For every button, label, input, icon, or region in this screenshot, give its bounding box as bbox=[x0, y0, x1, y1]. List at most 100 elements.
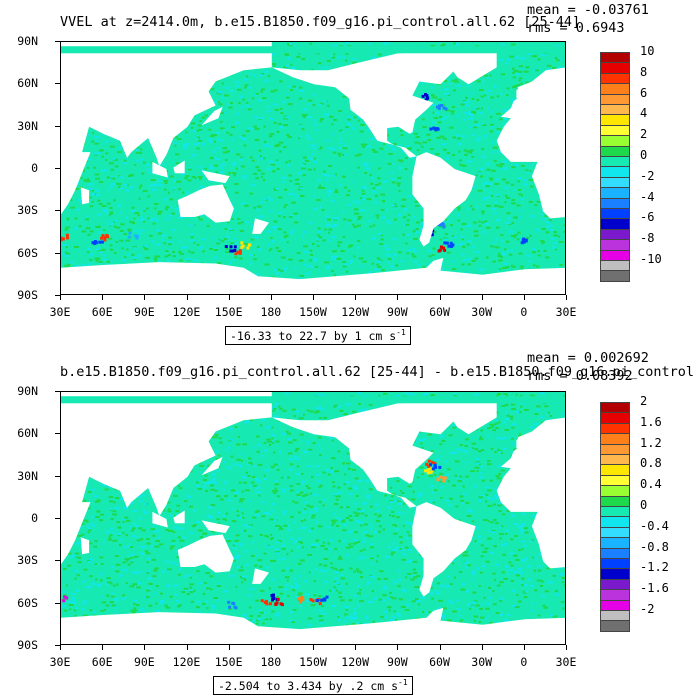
longitude-label: 30E bbox=[555, 305, 577, 319]
latitude-label: 90S bbox=[17, 288, 38, 302]
land-mask bbox=[177, 534, 234, 573]
latitude-label: 90S bbox=[17, 638, 38, 652]
velocity-extreme bbox=[260, 599, 264, 603]
velocity-extreme bbox=[441, 476, 445, 480]
longitude-tick bbox=[439, 645, 441, 650]
velocity-extreme bbox=[421, 94, 425, 98]
longitude-label: 180 bbox=[260, 305, 282, 319]
velocity-extreme bbox=[424, 98, 428, 102]
land-mask bbox=[433, 257, 444, 271]
velocity-extreme bbox=[66, 236, 69, 240]
colorbar-label: 6 bbox=[640, 85, 648, 100]
longitude-label: 60W bbox=[429, 305, 450, 319]
velocity-extreme bbox=[135, 234, 139, 238]
mean-stat: mean = -0.03761 bbox=[527, 2, 649, 18]
longitude-label: 90W bbox=[386, 655, 408, 669]
latitude-tick bbox=[55, 83, 60, 85]
colorbar-swatch bbox=[600, 620, 630, 632]
longitude-label: 120E bbox=[172, 305, 201, 319]
longitude-label: 150E bbox=[214, 305, 243, 319]
velocity-extreme bbox=[426, 471, 430, 475]
velocity-extreme bbox=[269, 602, 272, 606]
velocity-extreme bbox=[300, 595, 304, 599]
velocity-extreme bbox=[62, 599, 66, 603]
land-mask bbox=[496, 417, 565, 569]
velocity-extreme bbox=[309, 598, 313, 602]
longitude-tick bbox=[355, 295, 357, 300]
range-unit-exponent: -1 bbox=[396, 328, 406, 337]
longitude-tick bbox=[186, 645, 188, 650]
latitude-tick bbox=[55, 645, 60, 646]
land-mask bbox=[177, 184, 234, 223]
land-mask bbox=[173, 160, 185, 174]
velocity-extreme bbox=[449, 241, 453, 245]
velocity-extreme bbox=[61, 237, 65, 241]
latitude-tick bbox=[55, 560, 60, 562]
velocity-extreme bbox=[128, 231, 132, 235]
velocity-extreme bbox=[431, 467, 435, 471]
latitude-tick bbox=[55, 210, 60, 212]
velocity-extreme bbox=[445, 241, 449, 245]
map-canvas bbox=[61, 42, 565, 294]
colorbar-swatch bbox=[600, 270, 630, 282]
velocity-extreme bbox=[426, 468, 430, 472]
colorbar-label: 0 bbox=[640, 148, 648, 162]
longitude-tick bbox=[228, 645, 230, 650]
land-mask bbox=[516, 437, 522, 449]
colorbar-label: -0.4 bbox=[640, 518, 669, 533]
velocity-extreme bbox=[325, 595, 329, 599]
velocity-extreme bbox=[429, 470, 433, 474]
colorbar-label: 2 bbox=[640, 127, 648, 142]
longitude-tick bbox=[144, 295, 146, 300]
latitude-tick bbox=[55, 391, 60, 392]
velocity-extreme bbox=[433, 463, 437, 467]
range-text: -2.504 to 3.434 by .2 cm s bbox=[218, 678, 399, 693]
velocity-extreme bbox=[127, 235, 131, 239]
rms-stat: rms = 0.08392 bbox=[527, 368, 633, 384]
latitude-tick bbox=[55, 602, 60, 604]
latitude-label: 60S bbox=[17, 245, 38, 260]
velocity-extreme bbox=[238, 250, 242, 254]
velocity-extreme bbox=[301, 598, 305, 602]
land-mask bbox=[61, 392, 272, 565]
land-mask bbox=[152, 511, 168, 528]
land-mask bbox=[440, 401, 497, 435]
velocity-extreme bbox=[442, 479, 446, 483]
velocity-extreme bbox=[434, 465, 437, 469]
velocity-extreme bbox=[427, 459, 431, 463]
longitude-label: 0 bbox=[520, 305, 528, 319]
land-mask bbox=[271, 51, 455, 158]
velocity-extreme bbox=[318, 602, 322, 606]
longitude-tick bbox=[397, 295, 399, 300]
longitude-tick bbox=[144, 645, 146, 650]
latitude-tick bbox=[55, 475, 60, 477]
longitude-tick bbox=[60, 645, 61, 650]
colorbar-label: -10 bbox=[640, 252, 662, 266]
colorbar-label: 1.6 bbox=[640, 414, 662, 429]
longitude-tick bbox=[60, 295, 61, 300]
velocity-extreme bbox=[65, 233, 69, 237]
longitude-tick bbox=[355, 645, 357, 650]
land-mask bbox=[412, 152, 476, 247]
velocity-extreme bbox=[441, 222, 445, 226]
velocity-extreme bbox=[279, 602, 283, 606]
longitude-tick bbox=[270, 645, 272, 650]
rms-stat: rms = 0.6943 bbox=[527, 20, 625, 36]
velocity-extreme bbox=[264, 600, 268, 604]
velocity-extreme bbox=[425, 462, 429, 466]
velocity-extreme bbox=[437, 249, 441, 253]
longitude-label: 60W bbox=[429, 655, 450, 669]
colorbar-label: -2 bbox=[640, 168, 655, 183]
longitude-tick bbox=[397, 645, 399, 650]
velocity-extreme bbox=[320, 598, 324, 602]
velocity-extreme bbox=[444, 107, 448, 111]
velocity-extreme bbox=[433, 461, 437, 465]
contour-range-box: -2.504 to 3.434 by .2 cm s-1 bbox=[213, 676, 413, 695]
velocity-extreme bbox=[429, 463, 433, 467]
longitude-label: 90W bbox=[386, 305, 408, 319]
velocity-extreme bbox=[443, 241, 447, 245]
velocity-extreme bbox=[438, 104, 441, 108]
longitude-tick bbox=[523, 295, 525, 300]
range-unit-exponent: -1 bbox=[398, 678, 408, 687]
plot-title: VVEL at z=2414.0m, b.e15.B1850.f09_g16.p… bbox=[60, 14, 581, 30]
